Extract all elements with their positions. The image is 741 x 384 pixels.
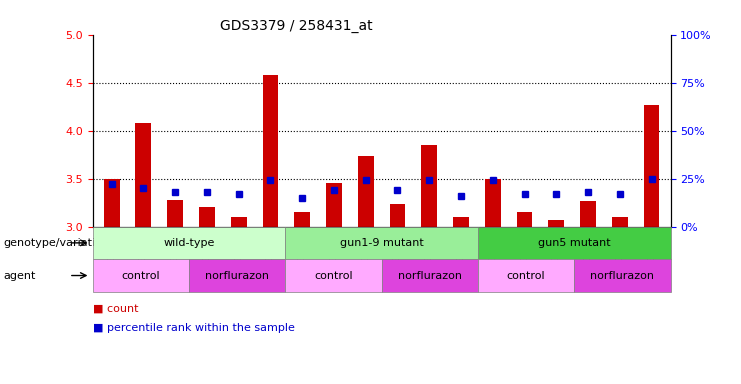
Text: control: control [314, 270, 353, 281]
Bar [358, 156, 373, 227]
Text: control: control [507, 270, 545, 281]
Bar [612, 217, 628, 227]
Text: control: control [122, 270, 160, 281]
Text: GDS3379 / 258431_at: GDS3379 / 258431_at [220, 19, 373, 33]
Bar [453, 217, 469, 227]
Bar [516, 212, 533, 227]
Bar [136, 123, 151, 227]
Text: gun5 mutant: gun5 mutant [538, 238, 611, 248]
Bar [422, 145, 437, 227]
Text: norflurazon: norflurazon [591, 270, 654, 281]
Text: gun1-9 mutant: gun1-9 mutant [339, 238, 424, 248]
Bar [230, 217, 247, 227]
Bar [644, 105, 659, 227]
Text: ■ percentile rank within the sample: ■ percentile rank within the sample [93, 323, 294, 333]
Text: norflurazon: norflurazon [205, 270, 269, 281]
Text: norflurazon: norflurazon [398, 270, 462, 281]
Bar [548, 220, 564, 227]
Bar [104, 179, 119, 227]
Text: genotype/variation: genotype/variation [4, 238, 110, 248]
Bar [326, 184, 342, 227]
Bar [485, 179, 501, 227]
Bar [390, 204, 405, 227]
Bar [580, 201, 596, 227]
Text: agent: agent [4, 270, 36, 281]
Bar [167, 200, 183, 227]
Bar [262, 75, 279, 227]
Text: ■ count: ■ count [93, 303, 138, 313]
Bar [199, 207, 215, 227]
Bar [294, 212, 310, 227]
Text: wild-type: wild-type [163, 238, 215, 248]
